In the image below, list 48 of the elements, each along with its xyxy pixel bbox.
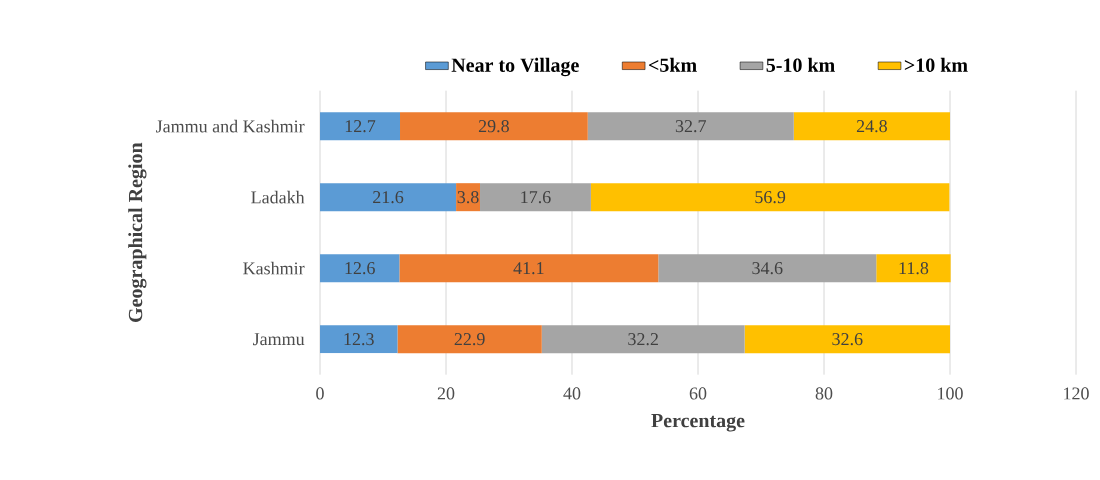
x-tick-label: 100 bbox=[938, 387, 963, 400]
data-label: 32.2 bbox=[628, 333, 658, 346]
data-label: 11.8 bbox=[899, 262, 929, 275]
x-tick-label: 80 bbox=[815, 387, 833, 400]
x-tick-label: 40 bbox=[563, 387, 581, 400]
bar bbox=[397, 325, 542, 354]
data-label: 12.3 bbox=[344, 333, 374, 346]
data-label: 17.6 bbox=[521, 191, 551, 204]
x-tick-label: 60 bbox=[689, 387, 707, 400]
y-tick-label: Ladakh bbox=[251, 190, 305, 204]
data-label: 32.6 bbox=[832, 333, 863, 346]
legend-label: Near to Village bbox=[451, 57, 579, 77]
y-axis-title: Geographical Region bbox=[128, 142, 147, 322]
bar bbox=[590, 183, 950, 212]
bar bbox=[320, 254, 400, 283]
x-tick-label: 120 bbox=[1064, 387, 1089, 400]
legend-label: <5km bbox=[648, 57, 697, 72]
data-label: 24.8 bbox=[856, 120, 887, 133]
data-label: 32.7 bbox=[675, 120, 706, 133]
data-label: 22.9 bbox=[454, 333, 485, 346]
data-label: 12.6 bbox=[345, 262, 375, 275]
bar bbox=[744, 325, 950, 354]
bar bbox=[587, 112, 794, 141]
data-label: 34.6 bbox=[752, 262, 783, 275]
bar bbox=[320, 183, 457, 212]
bar bbox=[658, 254, 877, 283]
y-tick-label: Jammu bbox=[253, 333, 305, 346]
legend-label: 5-10 km bbox=[766, 57, 835, 72]
data-label: 56.9 bbox=[755, 191, 786, 204]
data-label: 41.1 bbox=[513, 262, 544, 275]
data-label: 29.8 bbox=[478, 120, 509, 133]
data-label: 3.8 bbox=[457, 191, 479, 204]
y-tick-label: Jammu and Kashmir bbox=[156, 119, 305, 133]
bar bbox=[876, 254, 951, 283]
x-tick-label: 0 bbox=[316, 387, 324, 400]
bar bbox=[793, 112, 950, 141]
bar bbox=[399, 254, 659, 283]
x-axis-title: Percentage bbox=[651, 414, 745, 432]
bar bbox=[320, 112, 401, 141]
data-label: 12.7 bbox=[345, 120, 376, 133]
bar bbox=[541, 325, 745, 354]
data-label: 21.6 bbox=[373, 191, 404, 204]
bar bbox=[400, 112, 588, 141]
x-tick-label: 20 bbox=[437, 387, 455, 400]
bar bbox=[320, 325, 398, 354]
legend-label: >10 km bbox=[904, 57, 968, 72]
y-tick-label: Kashmir bbox=[243, 261, 305, 275]
bar bbox=[480, 183, 591, 212]
